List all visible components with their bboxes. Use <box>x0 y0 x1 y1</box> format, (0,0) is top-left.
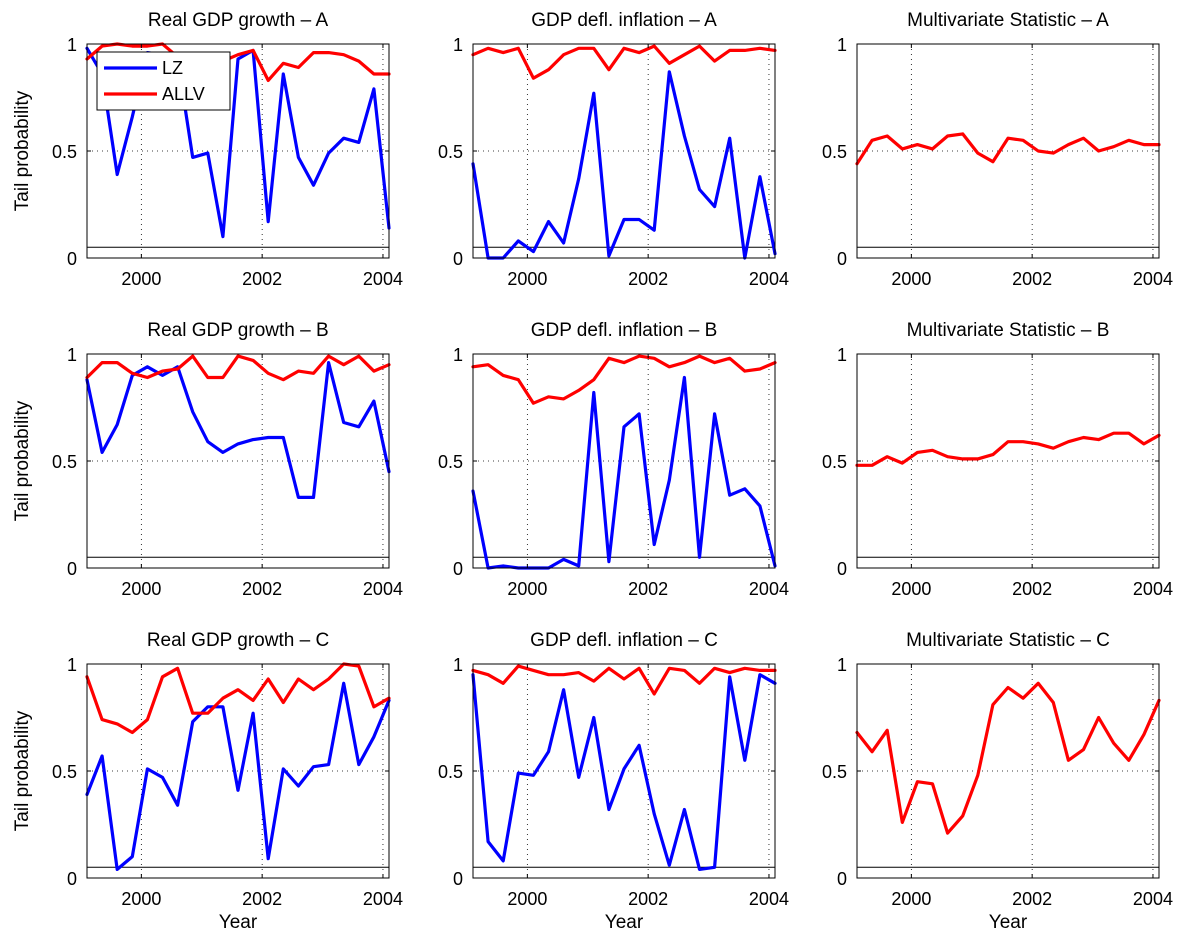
y-tick-label: 0.5 <box>52 452 77 472</box>
x-tick-label: 2002 <box>628 579 668 599</box>
x-tick-label: 2004 <box>363 579 403 599</box>
x-tick-label: 2004 <box>363 889 403 909</box>
y-axis-label: Tail probability <box>12 710 33 831</box>
y-tick-label: 1 <box>453 345 463 365</box>
x-tick-label: 2004 <box>1133 889 1173 909</box>
x-tick-label: 2002 <box>1012 579 1052 599</box>
chart-panel-7: 2000 2002 2004 0 0.5 1 Real GDP growth – C Tail… <box>12 630 403 933</box>
chart-title: Real GDP growth – A <box>148 10 329 31</box>
x-tick-label: 2004 <box>749 269 789 289</box>
chart-title: Multivariate Statistic – C <box>906 630 1110 651</box>
x-tick-label: 2002 <box>1012 269 1052 289</box>
y-tick-label: 0 <box>453 869 463 889</box>
y-tick-label: 1 <box>67 655 77 675</box>
y-tick-label: 0 <box>67 249 77 269</box>
x-tick-label: 2002 <box>628 889 668 909</box>
y-tick-label: 0.5 <box>52 762 77 782</box>
y-tick-label: 0.5 <box>438 762 463 782</box>
chart-title: GDP defl. inflation – A <box>531 10 717 31</box>
y-tick-label: 0 <box>67 869 77 889</box>
chart-title: Multivariate Statistic – A <box>907 10 1109 31</box>
series-line-allv <box>85 42 391 83</box>
chart-panel-5: 2000 2002 2004 0 0.5 1 GDP defl. inflation – B <box>438 320 789 599</box>
x-tick-label: 2002 <box>242 579 282 599</box>
y-tick-label: 0 <box>837 249 847 269</box>
x-tick-label: 2004 <box>749 889 789 909</box>
chart-title: Real GDP growth – B <box>147 320 328 341</box>
x-tick-label: 2000 <box>121 889 161 909</box>
y-tick-label: 1 <box>67 35 77 55</box>
legend-box <box>96 51 231 111</box>
y-tick-label: 0.5 <box>822 142 847 162</box>
x-tick-label: 2000 <box>507 579 547 599</box>
series-line-allv <box>85 662 391 735</box>
y-tick-label: 1 <box>453 655 463 675</box>
y-tick-label: 0.5 <box>438 452 463 472</box>
x-axis-label: Year <box>605 912 644 933</box>
y-tick-label: 0.5 <box>52 142 77 162</box>
series-line-allv <box>471 354 777 405</box>
x-tick-label: 2004 <box>363 269 403 289</box>
y-tick-label: 1 <box>67 345 77 365</box>
series-line-lz <box>85 361 391 499</box>
y-axis-label: Tail probability <box>12 400 33 521</box>
x-tick-label: 2002 <box>628 269 668 289</box>
chart-panel-8: 2000 2002 2004 0 0.5 1 GDP defl. inflation – C… <box>438 630 789 933</box>
series-line-allv <box>855 431 1161 467</box>
series-line-allv <box>85 354 391 382</box>
chart-panel-4: 2000 2002 2004 0 0.5 1 Real GDP growth – B Tail… <box>12 320 403 599</box>
x-tick-label: 2000 <box>891 889 931 909</box>
chart-panel-9: 2000 2002 2004 0 0.5 1 Multivariate Statistic … <box>822 630 1173 933</box>
y-tick-label: 0.5 <box>822 452 847 472</box>
x-tick-label: 2000 <box>891 579 931 599</box>
legend-label-allv: ALLV <box>162 84 205 104</box>
chart-title: Real GDP growth – C <box>147 630 329 651</box>
legend: LZ ALLV <box>96 51 231 111</box>
y-tick-label: 0.5 <box>822 762 847 782</box>
y-tick-label: 0 <box>67 559 77 579</box>
y-tick-label: 0 <box>453 559 463 579</box>
y-tick-label: 0.5 <box>438 142 463 162</box>
chart-panel-2: 2000 2002 2004 0 0.5 1 GDP defl. inflation – A <box>438 10 789 289</box>
x-tick-label: 2000 <box>121 269 161 289</box>
series-line-lz <box>471 673 777 872</box>
x-tick-label: 2000 <box>507 269 547 289</box>
chart-title: GDP defl. inflation – C <box>530 630 718 651</box>
chart-title: Multivariate Statistic – B <box>907 320 1110 341</box>
series-line-lz <box>85 681 391 872</box>
x-axis-label: Year <box>989 912 1028 933</box>
series-line-allv <box>471 664 777 696</box>
legend-label-lz: LZ <box>162 58 183 78</box>
chart-title: GDP defl. inflation – B <box>531 320 718 341</box>
x-tick-label: 2002 <box>1012 889 1052 909</box>
y-tick-label: 0 <box>837 869 847 889</box>
series-line-allv <box>471 44 777 80</box>
x-tick-label: 2004 <box>1133 269 1173 289</box>
series-line-allv <box>855 132 1161 166</box>
x-tick-label: 2004 <box>749 579 789 599</box>
y-tick-label: 1 <box>837 345 847 365</box>
series-line-allv <box>855 681 1161 835</box>
chart-panel-6: 2000 2002 2004 0 0.5 1 Multivariate Statistic … <box>822 320 1173 599</box>
y-tick-label: 0 <box>453 249 463 269</box>
series-line-lz <box>471 70 777 260</box>
y-tick-label: 1 <box>837 655 847 675</box>
y-tick-label: 1 <box>837 35 847 55</box>
x-tick-label: 2000 <box>507 889 547 909</box>
x-tick-label: 2004 <box>1133 579 1173 599</box>
x-tick-label: 2002 <box>242 889 282 909</box>
x-tick-label: 2002 <box>242 269 282 289</box>
y-tick-label: 1 <box>453 35 463 55</box>
y-tick-label: 0 <box>837 559 847 579</box>
y-axis-label: Tail probability <box>12 90 33 211</box>
x-axis-label: Year <box>219 912 258 933</box>
chart-panel-1: 2000 2002 2004 0 0.5 1 Real GDP growth – A Tail… <box>12 10 403 289</box>
panel-grid: 2000 2002 2004 0 0.5 1 Real GDP growth – A Tail… <box>12 10 1173 933</box>
chart-panel-3: 2000 2002 2004 0 0.5 1 Multivariate Statistic … <box>822 10 1173 289</box>
x-tick-label: 2000 <box>121 579 161 599</box>
x-tick-label: 2000 <box>891 269 931 289</box>
